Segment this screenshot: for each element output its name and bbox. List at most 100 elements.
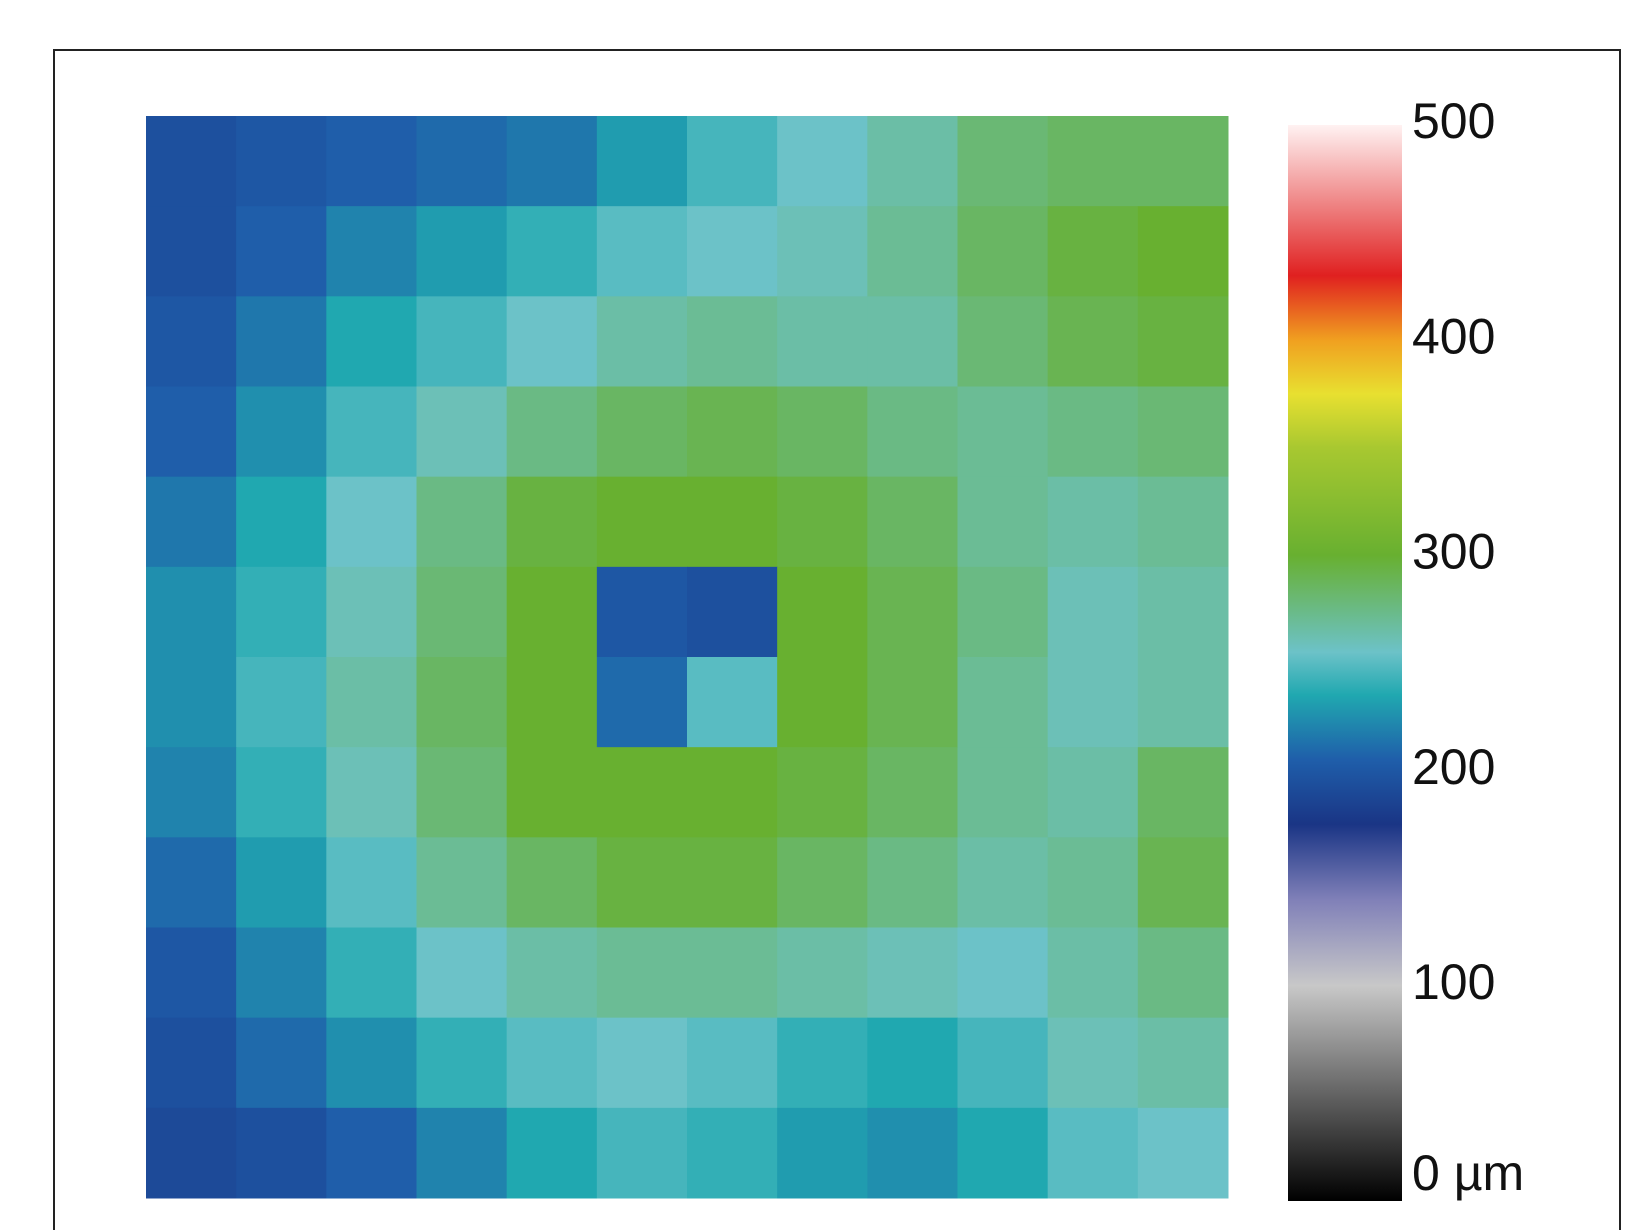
heat-cell — [507, 1108, 598, 1199]
heat-cell — [597, 296, 688, 387]
colorbar — [1288, 125, 1402, 1201]
heat-cell — [417, 1108, 508, 1199]
heat-cell — [236, 477, 327, 568]
heat-cell — [867, 116, 958, 207]
heat-cell — [687, 747, 778, 838]
heat-cell — [777, 116, 868, 207]
heat-cell — [687, 206, 778, 297]
heat-cell — [867, 657, 958, 748]
heat-cell — [1048, 206, 1139, 297]
heat-cell — [867, 296, 958, 387]
heat-cell — [507, 296, 598, 387]
heat-cell — [507, 928, 598, 1019]
heat-cell — [1048, 567, 1139, 658]
heat-cell — [867, 1018, 958, 1109]
heat-cell — [1048, 477, 1139, 568]
heat-cell — [417, 837, 508, 928]
heat-cell — [958, 1018, 1049, 1109]
heat-cell — [1048, 657, 1139, 748]
heat-cell — [597, 387, 688, 478]
heat-cell — [236, 657, 327, 748]
heat-cell — [417, 567, 508, 658]
heat-cell — [958, 747, 1049, 838]
heat-cell — [777, 206, 868, 297]
heat-cell — [236, 837, 327, 928]
heat-cell — [777, 928, 868, 1019]
heat-cell — [417, 116, 508, 207]
heat-cell — [507, 747, 598, 838]
heat-cell — [146, 387, 237, 478]
heat-cell — [326, 116, 417, 207]
heat-cell — [958, 387, 1049, 478]
heat-cell — [867, 928, 958, 1019]
heat-cell — [1138, 837, 1229, 928]
heat-cell — [507, 837, 598, 928]
heat-cell — [326, 567, 417, 658]
colorbar-tick-label: 500 — [1412, 93, 1495, 149]
heat-cell — [958, 837, 1049, 928]
heat-cell — [777, 477, 868, 568]
heat-cell — [687, 837, 778, 928]
heat-cell — [326, 837, 417, 928]
heat-cell — [597, 1018, 688, 1109]
heat-cell — [507, 1018, 598, 1109]
heat-cell — [687, 657, 778, 748]
heat-cell — [1138, 206, 1229, 297]
heat-cell — [777, 296, 868, 387]
heat-cell — [417, 657, 508, 748]
heat-cell — [146, 928, 237, 1019]
heat-cell — [146, 837, 237, 928]
heat-cell — [777, 837, 868, 928]
heat-cell — [1048, 296, 1139, 387]
heat-cell — [417, 296, 508, 387]
heat-cell — [326, 747, 417, 838]
heat-cell — [1138, 296, 1229, 387]
heat-cell — [1138, 116, 1229, 207]
heat-cell — [507, 116, 598, 207]
chart: 0 µm100200300400500 — [0, 0, 1631, 1230]
heat-cell — [146, 567, 237, 658]
heat-cell — [507, 657, 598, 748]
heat-cell — [1048, 1018, 1139, 1109]
heat-cell — [867, 567, 958, 658]
heat-cell — [867, 1108, 958, 1199]
heat-cell — [146, 477, 237, 568]
heat-cell — [777, 387, 868, 478]
heat-cell — [1138, 477, 1229, 568]
heat-cell — [597, 116, 688, 207]
heat-cell — [867, 387, 958, 478]
heat-cell — [777, 1108, 868, 1199]
heat-cell — [867, 206, 958, 297]
heat-cell — [146, 747, 237, 838]
heat-cell — [687, 1018, 778, 1109]
heat-cell — [236, 116, 327, 207]
heat-cell — [597, 657, 688, 748]
heat-cell — [507, 206, 598, 297]
heat-cell — [597, 567, 688, 658]
heat-cell — [236, 1108, 327, 1199]
heat-cell — [958, 657, 1049, 748]
heat-cell — [958, 296, 1049, 387]
heat-cell — [1048, 747, 1139, 838]
heat-cell — [146, 1018, 237, 1109]
heat-cell — [597, 837, 688, 928]
heat-cell — [1138, 657, 1229, 748]
colorbar-tick-label: 400 — [1412, 308, 1495, 364]
heat-cell — [597, 928, 688, 1019]
heatmap — [146, 116, 1229, 1199]
heat-cell — [777, 567, 868, 658]
heat-cell — [146, 206, 237, 297]
heat-cell — [326, 657, 417, 748]
heat-cell — [326, 477, 417, 568]
heat-cell — [597, 747, 688, 838]
heat-cell — [687, 296, 778, 387]
heat-cell — [597, 1108, 688, 1199]
heat-cell — [146, 296, 237, 387]
heat-cell — [1048, 928, 1139, 1019]
heat-cell — [236, 567, 327, 658]
heat-cell — [1138, 567, 1229, 658]
heat-cell — [417, 477, 508, 568]
heat-cell — [417, 387, 508, 478]
heat-cell — [867, 477, 958, 568]
heat-cell — [687, 1108, 778, 1199]
